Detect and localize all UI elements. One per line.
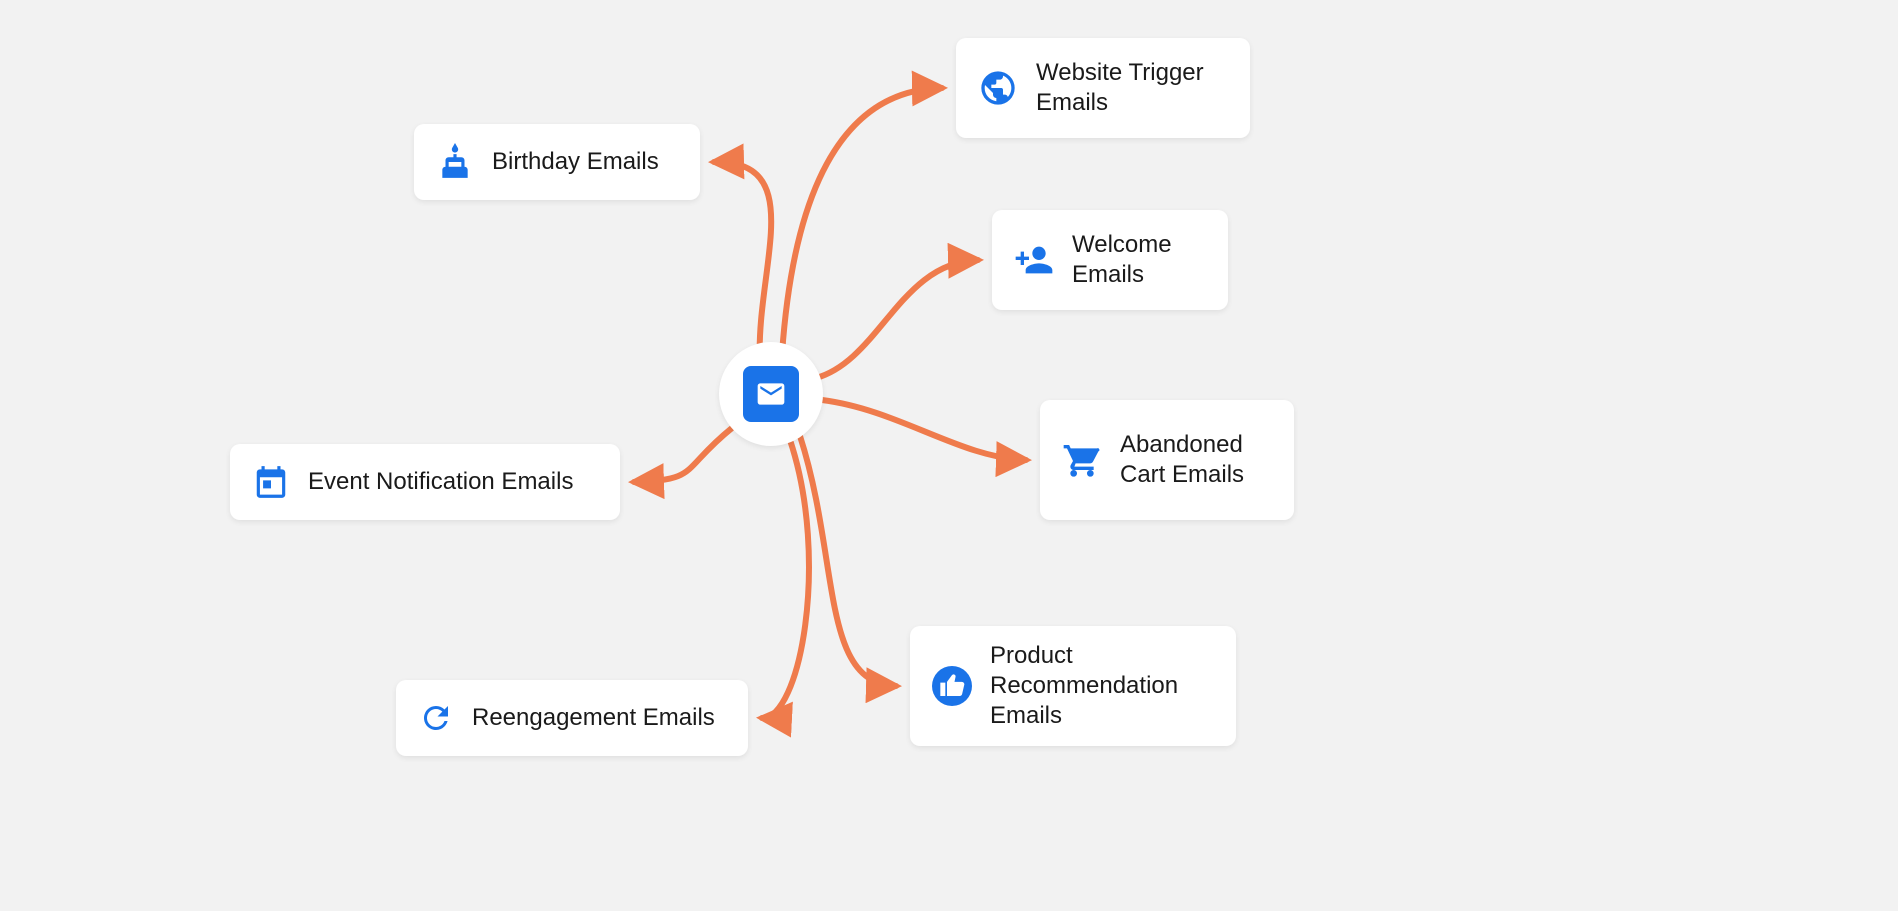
node-label: Abandoned Cart Emails [1120, 430, 1272, 490]
node-event-notification: Event Notification Emails [230, 444, 620, 520]
node-reengagement: Reengagement Emails [396, 680, 748, 756]
node-label: Website Trigger Emails [1036, 58, 1228, 118]
node-label: Birthday Emails [492, 147, 659, 177]
birthday-cake-icon [436, 143, 474, 181]
center-node [719, 342, 823, 446]
globe-icon [978, 68, 1018, 108]
connector-welcome [816, 260, 978, 378]
thumb-up-icon [932, 666, 972, 706]
user-plus-icon [1014, 240, 1054, 280]
connector-reengagement [762, 440, 809, 718]
connector-birthday [714, 162, 771, 362]
cart-icon [1062, 440, 1102, 480]
connector-product-recommendation [800, 436, 896, 686]
calendar-icon [252, 463, 290, 501]
node-label: Product Recommendation Emails [990, 641, 1214, 731]
refresh-icon [418, 700, 454, 736]
connector-event-notification [634, 428, 732, 482]
node-label: Reengagement Emails [472, 703, 715, 733]
node-label: Welcome Emails [1072, 230, 1206, 290]
node-product-recommendation: Product Recommendation Emails [910, 626, 1236, 746]
diagram-canvas: Birthday Emails Event Notification Emails… [0, 0, 1898, 911]
node-website-trigger: Website Trigger Emails [956, 38, 1250, 138]
node-abandoned-cart: Abandoned Cart Emails [1040, 400, 1294, 520]
connector-website-trigger [782, 88, 942, 354]
envelope-icon [743, 366, 799, 422]
node-welcome: Welcome Emails [992, 210, 1228, 310]
connector-abandoned-cart [822, 400, 1026, 460]
node-birthday: Birthday Emails [414, 124, 700, 200]
node-label: Event Notification Emails [308, 467, 573, 497]
